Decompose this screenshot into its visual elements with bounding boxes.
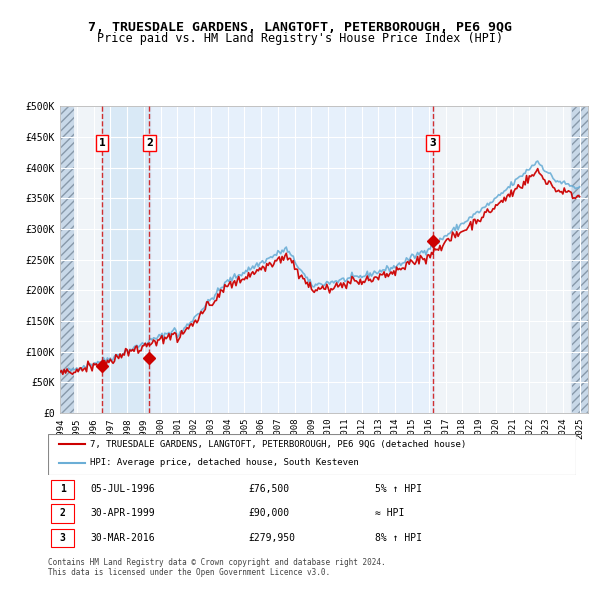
Text: 05-JUL-1996: 05-JUL-1996 xyxy=(90,484,155,494)
Text: ≈ HPI: ≈ HPI xyxy=(376,509,405,518)
Text: £279,950: £279,950 xyxy=(248,533,296,543)
Bar xyxy=(50,504,74,523)
Text: 1: 1 xyxy=(60,484,66,494)
Bar xyxy=(102,106,150,413)
Text: 3: 3 xyxy=(430,138,436,148)
Bar xyxy=(571,106,588,413)
Bar xyxy=(60,106,74,413)
Text: Price paid vs. HM Land Registry's House Price Index (HPI): Price paid vs. HM Land Registry's House … xyxy=(97,32,503,45)
Text: 7, TRUESDALE GARDENS, LANGTOFT, PETERBOROUGH, PE6 9QG (detached house): 7, TRUESDALE GARDENS, LANGTOFT, PETERBOR… xyxy=(90,440,466,448)
Text: 2: 2 xyxy=(60,509,66,518)
Bar xyxy=(103,106,150,413)
Text: 1: 1 xyxy=(98,138,106,148)
Text: £76,500: £76,500 xyxy=(248,484,290,494)
Text: HPI: Average price, detached house, South Kesteven: HPI: Average price, detached house, Sout… xyxy=(90,458,359,467)
Text: £90,000: £90,000 xyxy=(248,509,290,518)
Bar xyxy=(50,480,74,499)
Text: 5% ↑ HPI: 5% ↑ HPI xyxy=(376,484,422,494)
Bar xyxy=(572,106,589,413)
Text: 3: 3 xyxy=(60,533,66,543)
Bar xyxy=(50,529,74,548)
Text: 7, TRUESDALE GARDENS, LANGTOFT, PETERBOROUGH, PE6 9QG: 7, TRUESDALE GARDENS, LANGTOFT, PETERBOR… xyxy=(88,21,512,34)
Text: 30-APR-1999: 30-APR-1999 xyxy=(90,509,155,518)
Bar xyxy=(150,106,434,413)
Text: 8% ↑ HPI: 8% ↑ HPI xyxy=(376,533,422,543)
Text: 30-MAR-2016: 30-MAR-2016 xyxy=(90,533,155,543)
Text: 2: 2 xyxy=(146,138,153,148)
Text: Contains HM Land Registry data © Crown copyright and database right 2024.
This d: Contains HM Land Registry data © Crown c… xyxy=(48,558,386,577)
Bar xyxy=(60,106,73,413)
